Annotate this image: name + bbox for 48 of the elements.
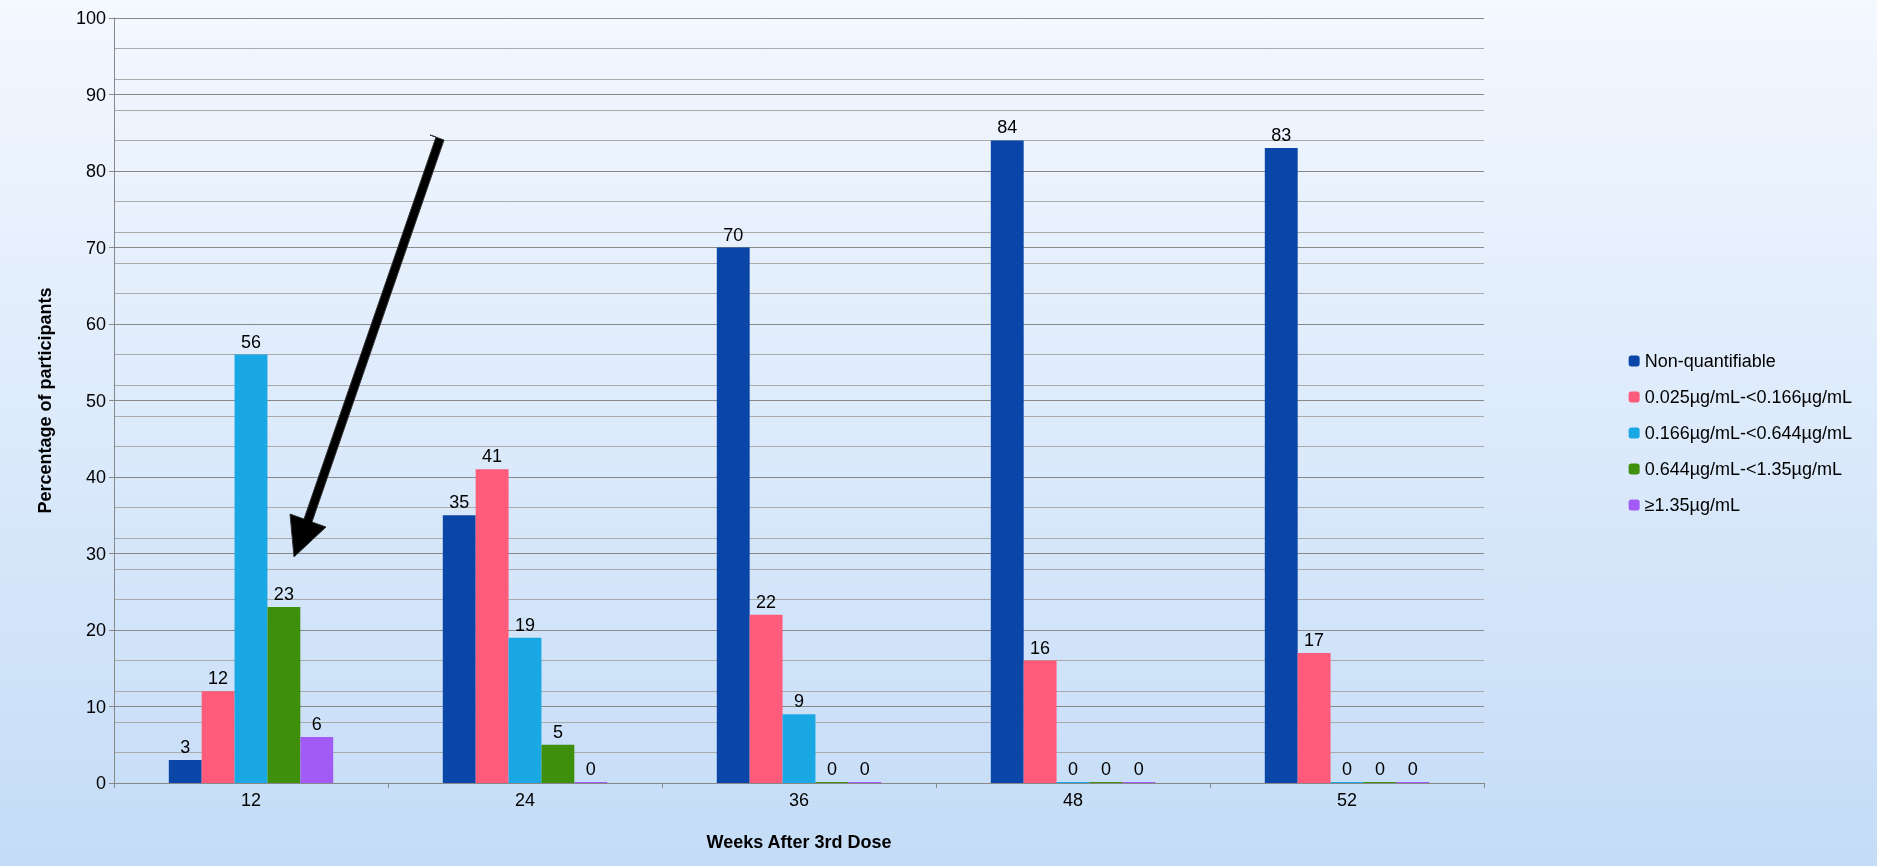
x-tick-label: 12 (240, 790, 262, 810)
data-label: 0 (859, 759, 870, 779)
data-label: 84 (997, 117, 1018, 138)
data-label: 56 (240, 331, 262, 352)
legend-label: Non-quantifiable (1644, 351, 1776, 371)
data-label: 0 (826, 759, 837, 779)
y-axis-title: Percentage of participants (35, 287, 55, 514)
y-tick-label: 20 (85, 620, 106, 640)
data-label: 16 (1030, 637, 1051, 658)
data-label: 70 (723, 224, 744, 245)
legend-label: ≥1.35µg/mL (1644, 495, 1740, 515)
data-label: 17 (1304, 629, 1325, 650)
x-axis-title: Weeks After 3rd Dose (706, 832, 892, 852)
legend-label: 0.166µg/mL-<0.644µg/mL (1644, 423, 1853, 443)
x-tick-label: 24 (514, 790, 536, 810)
y-tick-label: 80 (85, 161, 106, 181)
y-tick-label: 10 (85, 696, 106, 717)
data-label: 6 (311, 714, 322, 735)
data-label: 23 (273, 584, 294, 605)
data-label: 5 (552, 721, 563, 742)
data-label: 3 (180, 737, 191, 758)
y-tick-label: 100 (75, 8, 106, 28)
data-label: 41 (482, 446, 503, 467)
data-label: 12 (208, 668, 229, 689)
x-tick-label: 48 (1062, 790, 1084, 810)
data-label: 0 (1133, 759, 1144, 779)
data-label: 0 (1067, 759, 1079, 779)
data-label: 0 (1407, 759, 1418, 779)
data-label: 0 (1100, 759, 1111, 779)
y-tick-label: 70 (85, 237, 106, 258)
data-label: 19 (514, 614, 536, 635)
y-tick-label: 50 (85, 390, 106, 411)
y-tick-label: 0 (95, 773, 106, 793)
x-tick-label: 52 (1336, 790, 1358, 810)
data-label: 0 (585, 759, 596, 779)
data-label: 9 (793, 691, 805, 712)
y-tick-label: 40 (85, 467, 106, 487)
data-label: 83 (1271, 125, 1292, 146)
data-label: 0 (1374, 759, 1385, 779)
x-tick-label: 36 (788, 790, 810, 810)
data-label: 35 (449, 492, 470, 513)
data-label: 22 (756, 591, 777, 612)
y-tick-label: 30 (85, 543, 106, 564)
data-label: 0 (1341, 759, 1353, 779)
legend-label: 0.025µg/mL-<0.166µg/mL (1644, 387, 1853, 407)
legend-label: 0.644µg/mL-<1.35µg/mL (1644, 459, 1842, 479)
y-tick-label: 60 (85, 314, 106, 334)
y-tick-label: 90 (85, 84, 106, 105)
